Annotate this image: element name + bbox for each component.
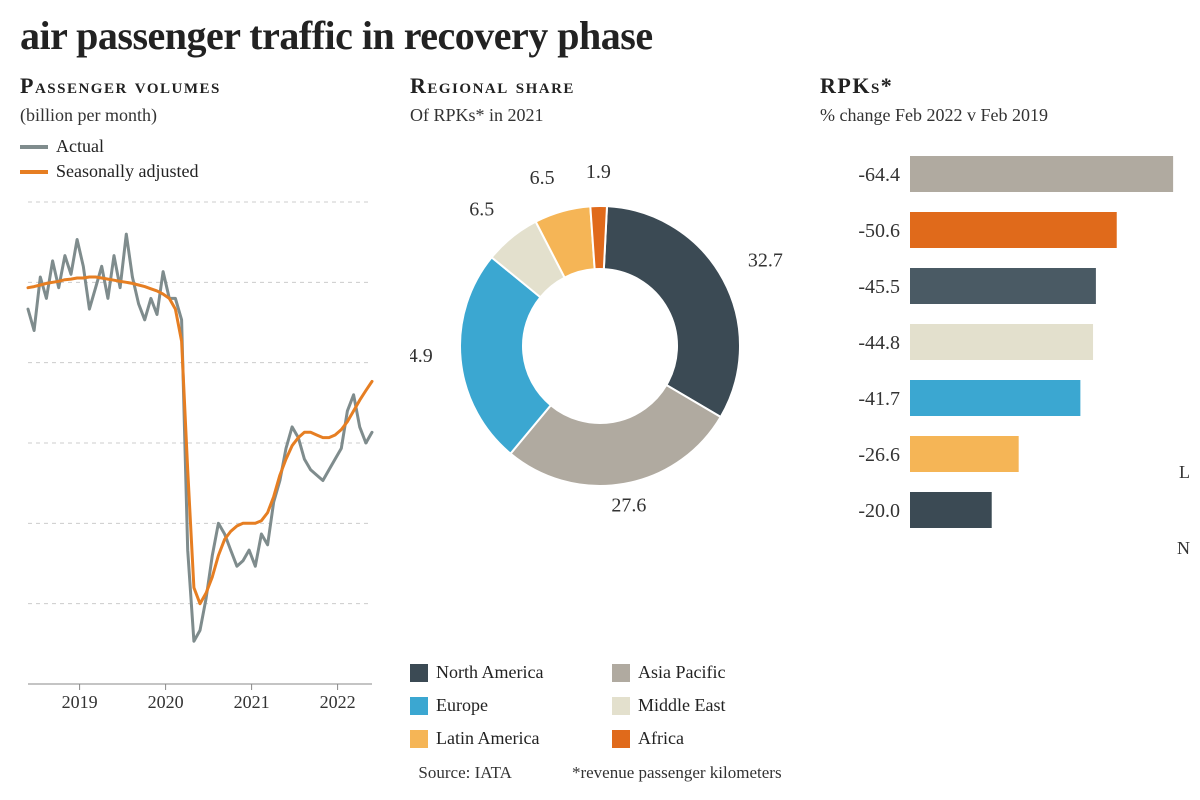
- svg-text:2022: 2022: [320, 692, 356, 712]
- line-chart-subtitle: (billion per month): [20, 105, 380, 126]
- svg-text:-41.7: -41.7: [858, 388, 900, 410]
- panel-bars: RPKs* % change Feb 2022 v Feb 2019 -64.4…: [820, 73, 1200, 753]
- legend-swatch: [612, 730, 630, 748]
- svg-text:24.9: 24.9: [410, 345, 433, 367]
- donut-svg: 32.7 27.6 24.9 6.5 6.5 1.9: [410, 136, 790, 556]
- legend-swatch: [20, 145, 48, 149]
- legend-label: Asia Pacific: [638, 662, 725, 683]
- legend-label: North America: [436, 662, 543, 683]
- legend-label: Seasonally adjusted: [56, 161, 198, 182]
- line-legend-item: Seasonally adjusted: [20, 161, 380, 182]
- panel-line-chart: Passenger volumes (billion per month) Ac…: [20, 73, 380, 753]
- legend-swatch: [410, 697, 428, 715]
- legend-swatch: [612, 664, 630, 682]
- svg-text:-50.6: -50.6: [858, 220, 900, 242]
- svg-text:-26.6: -26.6: [858, 444, 900, 466]
- svg-text:1.9: 1.9: [586, 161, 611, 183]
- legend-label: Europe: [436, 695, 488, 716]
- line-legend-item: Actual: [20, 136, 380, 157]
- donut-title: Regional share: [410, 73, 790, 99]
- legend-label: Middle East: [638, 695, 726, 716]
- legend-swatch: [20, 170, 48, 174]
- line-chart-svg: 2019 2020 2021 2022: [20, 194, 380, 714]
- legend-label: Latin America: [436, 728, 539, 749]
- svg-text:2020: 2020: [148, 692, 184, 712]
- legend-label: Actual: [56, 136, 104, 157]
- donut-body: 32.7 27.6 24.9 6.5 6.5 1.9: [410, 136, 790, 654]
- donut-legend-item: North America: [410, 662, 588, 683]
- donut-legend-item: Africa: [612, 728, 790, 749]
- svg-text:-45.5: -45.5: [858, 276, 900, 298]
- svg-text:L: L: [1179, 462, 1190, 482]
- svg-text:27.6: 27.6: [611, 494, 646, 516]
- donut-legend-item: Asia Pacific: [612, 662, 790, 683]
- line-chart-body: 2019 2020 2021 2022: [20, 194, 380, 753]
- legend-swatch: [410, 730, 428, 748]
- bars-svg: -64.4 -50.6 -45.5 -44.8 -41.7 -26.6 -20.0 L N: [820, 136, 1200, 696]
- svg-text:2019: 2019: [62, 692, 98, 712]
- svg-text:6.5: 6.5: [469, 199, 494, 221]
- donut-legend-item: Latin America: [410, 728, 588, 749]
- line-chart-title: Passenger volumes: [20, 73, 380, 99]
- line-chart-title-text: Passenger volumes: [20, 73, 221, 98]
- svg-text:2021: 2021: [234, 692, 270, 712]
- legend-swatch: [410, 664, 428, 682]
- svg-text:6.5: 6.5: [530, 167, 555, 189]
- legend-swatch: [612, 697, 630, 715]
- panels-container: Passenger volumes (billion per month) Ac…: [20, 73, 1180, 753]
- bars-subtitle: % change Feb 2022 v Feb 2019: [820, 105, 1200, 126]
- donut-legend: North America Asia Pacific Europe Middle Ea…: [410, 662, 790, 753]
- footer: Source: IATA *revenue passenger kilomete…: [20, 763, 1180, 783]
- svg-text:-64.4: -64.4: [858, 164, 900, 186]
- donut-legend-item: Europe: [410, 695, 588, 716]
- legend-label: Africa: [638, 728, 684, 749]
- panel-donut: Regional share Of RPKs* in 2021 32.7 27.6…: [410, 73, 790, 753]
- main-title: air passenger traffic in recovery phase: [20, 12, 1180, 59]
- footer-note: *revenue passenger kilometers: [572, 763, 782, 783]
- footer-source: Source: IATA: [418, 763, 512, 783]
- bars-body: -64.4 -50.6 -45.5 -44.8 -41.7 -26.6 -20.0 L N: [820, 136, 1200, 753]
- svg-text:32.7: 32.7: [748, 249, 783, 271]
- line-chart-legend: Actual Seasonally adjusted: [20, 136, 380, 186]
- svg-text:-20.0: -20.0: [858, 500, 900, 522]
- donut-legend-item: Middle East: [612, 695, 790, 716]
- donut-subtitle: Of RPKs* in 2021: [410, 105, 790, 126]
- svg-text:-44.8: -44.8: [858, 332, 900, 354]
- bars-title: RPKs*: [820, 73, 1200, 99]
- svg-text:N: N: [1177, 538, 1190, 558]
